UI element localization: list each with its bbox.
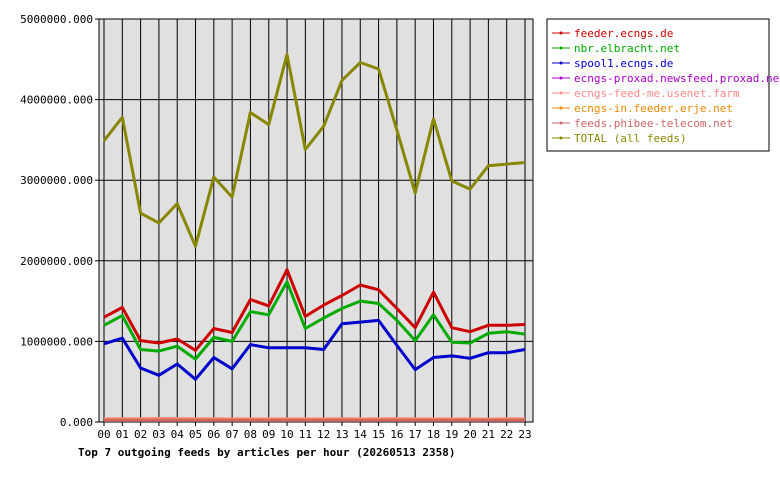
x-tick-label: 15 <box>372 428 385 441</box>
legend-swatch-marker <box>559 76 563 80</box>
x-tick-label: 08 <box>244 428 257 441</box>
plot-background <box>98 18 534 423</box>
x-tick-label: 20 <box>463 428 476 441</box>
legend-swatch-marker <box>559 106 563 110</box>
x-tick-label: 07 <box>226 428 239 441</box>
x-tick-label: 19 <box>445 428 458 441</box>
legend-box <box>546 18 770 152</box>
x-tick-label: 14 <box>354 428 368 441</box>
x-tick-label: 13 <box>335 428 348 441</box>
series-line <box>103 318 526 381</box>
x-tick-label: 04 <box>171 428 185 441</box>
x-tick-label: 16 <box>390 428 403 441</box>
y-tick-label: 5000000.000 <box>20 13 93 26</box>
legend-label: feeds.phibee-telecom.net <box>574 117 733 130</box>
legend: feeder.ecngs.de nbr.elbracht.net spool1.ec… <box>546 18 780 152</box>
legend-swatch-marker <box>559 61 563 65</box>
x-tick-label: 06 <box>207 428 220 441</box>
legend-swatch-marker <box>559 46 563 50</box>
x-tick-label: 11 <box>299 428 312 441</box>
legend-label: ecngs-feed-me.usenet.farm <box>574 87 740 100</box>
legend-swatch-marker <box>559 31 563 35</box>
y-tick-label: 1000000.000 <box>20 335 93 348</box>
series-line <box>102 53 526 248</box>
y-tick-label: 4000000.000 <box>20 94 93 107</box>
chart-title: Top 7 outgoing feeds by articles per hou… <box>78 446 456 459</box>
series-line <box>103 280 526 361</box>
series-line <box>103 268 526 352</box>
legend-swatch-marker <box>559 121 563 125</box>
x-tick-label: 17 <box>409 428 422 441</box>
x-tick-label: 22 <box>500 428 513 441</box>
x-tick-label: 12 <box>317 428 330 441</box>
x-tick-label: 10 <box>280 428 293 441</box>
x-tick-labels: 00 01 02 03 04 05 06 07 08 09 10 11 12 13 14 15 16 17 18 19… <box>97 422 532 441</box>
y-tick-label: 0.000 <box>60 416 93 429</box>
x-tick-label: 21 <box>482 428 495 441</box>
x-tick-label: 05 <box>189 428 202 441</box>
x-tick-label: 02 <box>134 428 147 441</box>
y-tick-label: 3000000.000 <box>20 174 93 187</box>
x-tick-label: 09 <box>262 428 275 441</box>
legend-swatch-marker <box>559 91 563 95</box>
x-tick-label: 03 <box>152 428 165 441</box>
legend-label: spool1.ecngs.de <box>574 57 673 70</box>
x-tick-label: 18 <box>427 428 440 441</box>
legend-label: TOTAL (all feeds) <box>574 132 687 145</box>
x-tick-label: 00 <box>97 428 110 441</box>
vertical-gridlines <box>103 19 526 422</box>
legend-label: ecngs-in.feeder.erje.net <box>574 102 733 115</box>
series-lines <box>102 53 526 422</box>
y-tick-labels: 0.000 1000000.000 2000000.000 3000000.000 40… <box>20 13 93 429</box>
x-tick-label: 23 <box>518 428 531 441</box>
x-tick-label: 01 <box>116 428 129 441</box>
legend-swatch-marker <box>559 136 563 140</box>
y-tick-label: 2000000.000 <box>20 255 93 268</box>
legend-label: nbr.elbracht.net <box>574 42 680 55</box>
legend-label: ecngs-proxad.newsfeed.proxad.net <box>574 72 780 85</box>
legend-label: feeder.ecngs.de <box>574 27 673 40</box>
